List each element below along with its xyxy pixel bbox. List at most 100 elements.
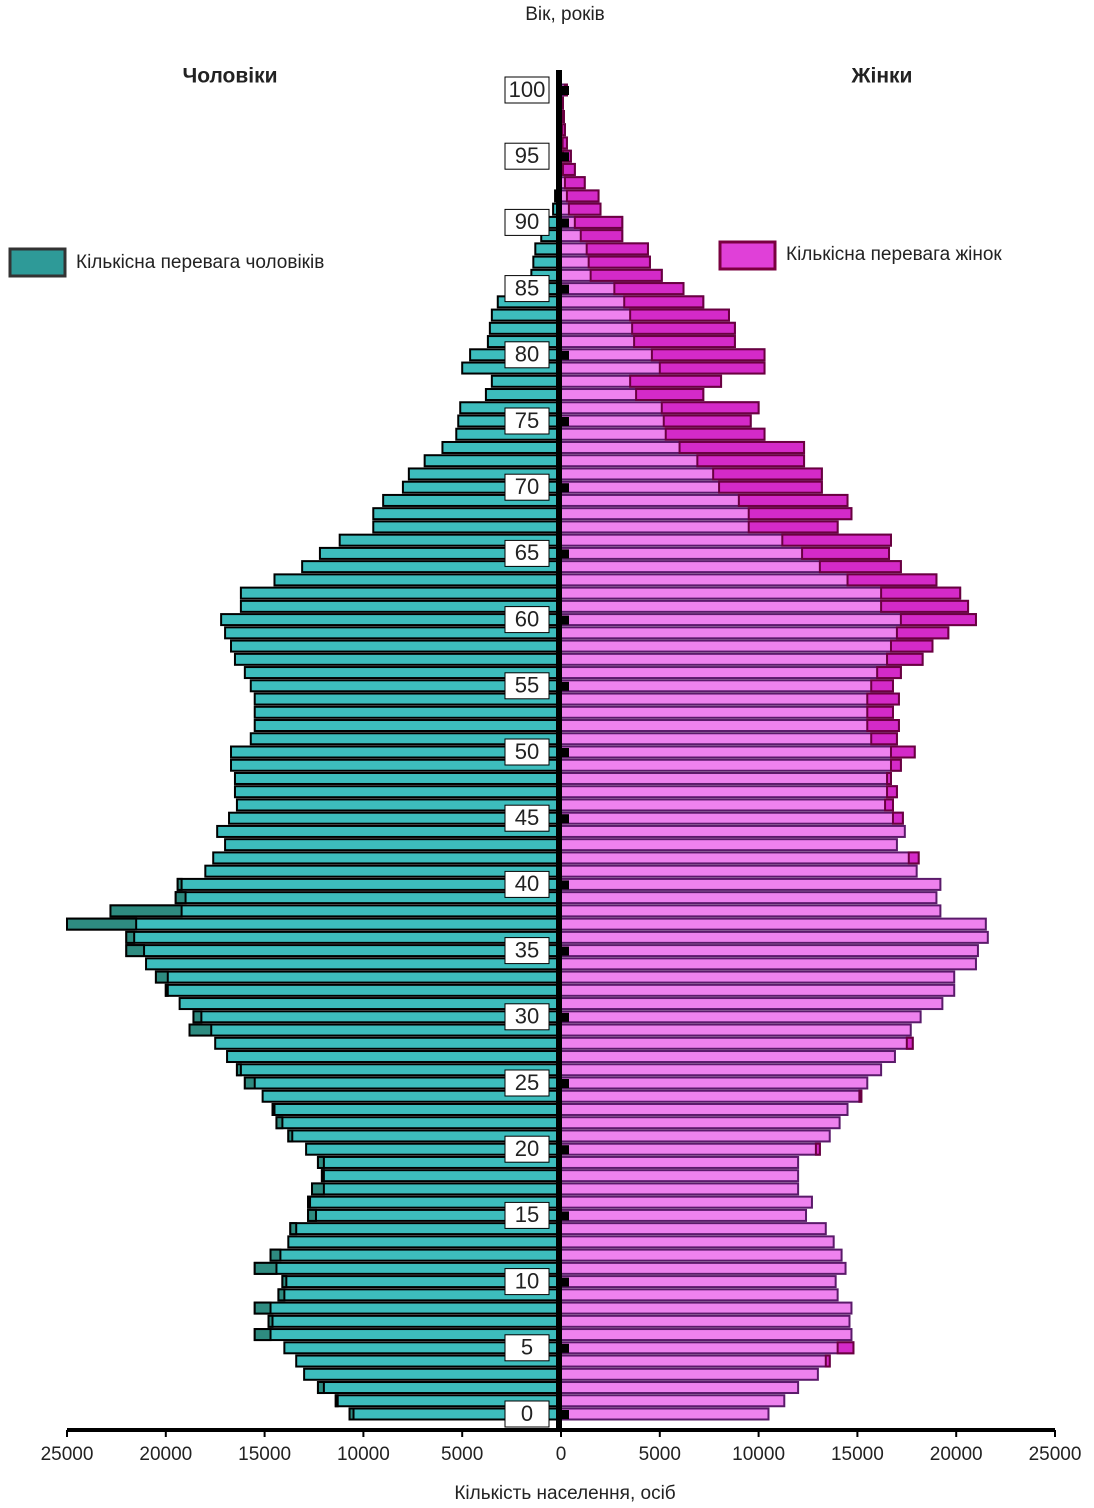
female-excess bbox=[836, 1341, 855, 1355]
age-tick bbox=[560, 748, 569, 757]
male-excess bbox=[125, 930, 136, 944]
female-excess bbox=[824, 1354, 831, 1368]
x-tick-label: 15000 bbox=[238, 1444, 291, 1465]
male-bar bbox=[125, 930, 562, 944]
legend-swatch bbox=[718, 240, 777, 271]
female-excess bbox=[891, 811, 904, 825]
age-label-box bbox=[504, 1069, 550, 1097]
male-excess bbox=[316, 1155, 325, 1169]
female-bar bbox=[560, 970, 956, 984]
female-excess bbox=[889, 639, 934, 653]
female-excess bbox=[899, 613, 977, 627]
male-bar bbox=[372, 520, 562, 534]
female-bar bbox=[560, 1155, 800, 1169]
female-excess bbox=[579, 229, 624, 243]
age-label-box bbox=[504, 1201, 550, 1229]
age-tick bbox=[560, 880, 569, 890]
male-excess bbox=[253, 1301, 272, 1315]
male-excess bbox=[154, 970, 169, 984]
male-bar bbox=[423, 454, 562, 468]
chart-title: Вік, років bbox=[525, 4, 605, 25]
male-bar bbox=[311, 1182, 562, 1196]
age-tick bbox=[560, 946, 569, 956]
female-excess bbox=[660, 401, 760, 415]
age-label: 70 bbox=[515, 474, 539, 499]
female-excess bbox=[870, 679, 894, 693]
age-label: 15 bbox=[515, 1202, 539, 1227]
male-bar bbox=[226, 1050, 562, 1064]
age-label-box bbox=[504, 672, 550, 700]
female-excess bbox=[747, 520, 839, 534]
female-bar bbox=[560, 811, 904, 825]
female-excess bbox=[560, 109, 565, 123]
x-tick-label: 25000 bbox=[41, 1444, 94, 1465]
age-tick bbox=[560, 1012, 569, 1022]
age-tick bbox=[560, 549, 569, 559]
male-bar bbox=[271, 1102, 562, 1116]
female-excess bbox=[629, 308, 730, 322]
male-heading: Чоловіки bbox=[182, 65, 277, 88]
age-label-box bbox=[504, 1400, 550, 1428]
female-bar bbox=[560, 944, 979, 958]
female-excess bbox=[866, 692, 900, 706]
female-excess bbox=[858, 1089, 863, 1103]
age-label: 40 bbox=[515, 871, 539, 896]
male-bar bbox=[230, 639, 562, 653]
age-label-box bbox=[504, 275, 550, 303]
female-bar bbox=[560, 997, 944, 1011]
female-excess bbox=[880, 586, 962, 600]
female-excess bbox=[814, 1142, 821, 1156]
female-excess bbox=[585, 242, 649, 256]
male-bar bbox=[320, 1169, 562, 1183]
female-bar bbox=[560, 732, 898, 746]
female-excess bbox=[561, 136, 568, 150]
x-tick-label: 10000 bbox=[337, 1444, 390, 1465]
age-label: 45 bbox=[515, 805, 539, 830]
female-bar bbox=[560, 652, 924, 666]
age-label: 65 bbox=[515, 540, 539, 565]
female-bar bbox=[560, 1142, 821, 1156]
male-bar bbox=[269, 1248, 562, 1262]
male-excess bbox=[235, 1063, 242, 1077]
male-excess bbox=[243, 1076, 256, 1090]
female-bar bbox=[560, 785, 898, 799]
age-tick bbox=[560, 1211, 569, 1221]
male-excess bbox=[348, 1407, 355, 1421]
male-bar bbox=[253, 1301, 562, 1315]
age-label-box bbox=[504, 142, 550, 170]
age-label-box bbox=[504, 208, 550, 236]
female-bar bbox=[560, 705, 894, 719]
male-bar bbox=[125, 944, 562, 958]
legend-label: Кількісна перевага чоловіків bbox=[76, 252, 324, 273]
age-label: 60 bbox=[515, 606, 539, 631]
legend-swatch bbox=[8, 247, 67, 278]
female-bar bbox=[560, 1036, 914, 1050]
male-excess bbox=[253, 1261, 278, 1275]
female-bar bbox=[560, 983, 956, 997]
female-excess bbox=[650, 348, 766, 362]
male-bar bbox=[316, 1381, 562, 1395]
female-excess bbox=[563, 176, 586, 190]
female-bar bbox=[560, 679, 894, 693]
male-excess bbox=[109, 904, 183, 918]
age-label-box bbox=[504, 473, 550, 501]
female-bar bbox=[560, 1275, 837, 1289]
female-excess bbox=[567, 202, 602, 216]
male-bar bbox=[174, 891, 562, 905]
female-excess bbox=[747, 507, 853, 521]
female-excess bbox=[889, 745, 916, 759]
age-tick bbox=[560, 615, 569, 625]
age-label-box bbox=[504, 738, 550, 766]
age-label: 25 bbox=[515, 1070, 539, 1095]
female-excess bbox=[737, 493, 849, 507]
age-label-box bbox=[504, 539, 550, 567]
legend-label: Кількісна перевага жінок bbox=[786, 244, 1002, 265]
male-bar bbox=[233, 785, 563, 799]
age-label: 20 bbox=[515, 1136, 539, 1161]
age-label-box bbox=[504, 804, 550, 832]
age-label: 95 bbox=[515, 143, 539, 168]
male-bar bbox=[488, 321, 563, 335]
age-label: 30 bbox=[515, 1004, 539, 1029]
age-tick bbox=[560, 1079, 569, 1088]
